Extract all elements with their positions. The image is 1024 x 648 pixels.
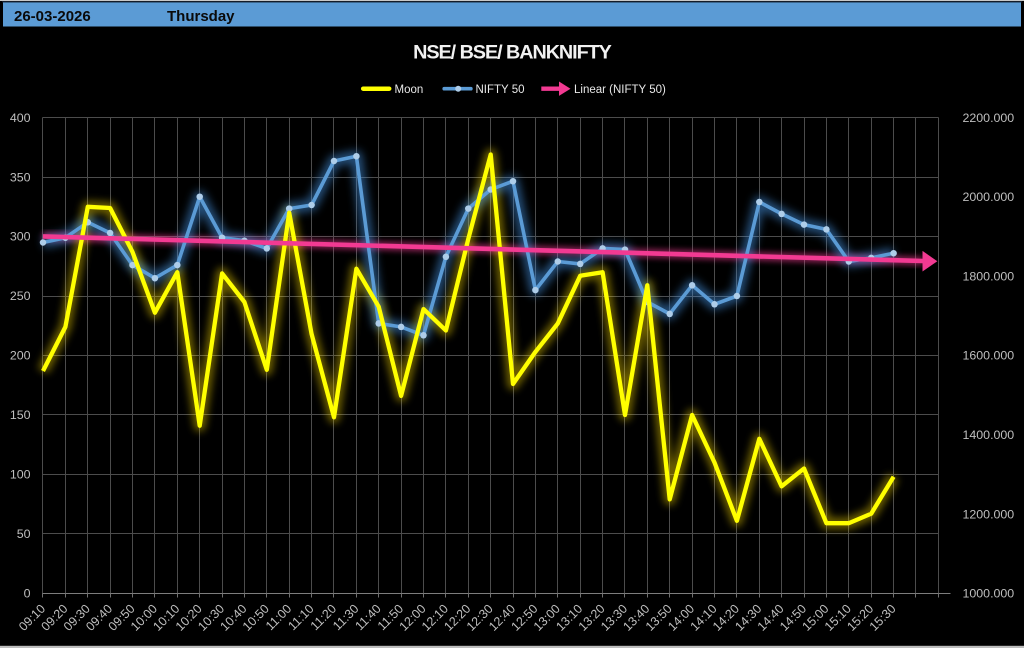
svg-text:400: 400 [10, 111, 31, 125]
svg-text:2000.000: 2000.000 [963, 190, 1015, 204]
svg-text:26-03-2026: 26-03-2026 [14, 8, 91, 25]
svg-text:250: 250 [10, 289, 31, 303]
svg-text:300: 300 [10, 230, 31, 244]
svg-text:0: 0 [24, 587, 31, 601]
svg-text:Moon: Moon [395, 84, 424, 96]
svg-text:100: 100 [10, 468, 31, 482]
svg-text:1200.000: 1200.000 [963, 507, 1015, 521]
svg-text:350: 350 [10, 170, 31, 184]
svg-text:50: 50 [17, 527, 31, 541]
svg-text:200: 200 [10, 349, 31, 363]
svg-text:NSE/ BSE/ BANKNIFTY: NSE/ BSE/ BANKNIFTY [413, 42, 612, 64]
svg-text:1400.000: 1400.000 [963, 428, 1015, 442]
svg-text:150: 150 [10, 408, 31, 422]
svg-text:NIFTY 50: NIFTY 50 [476, 84, 525, 96]
svg-text:1800.000: 1800.000 [963, 269, 1015, 283]
svg-text:2200.000: 2200.000 [963, 111, 1015, 125]
svg-text:Linear (NIFTY 50): Linear (NIFTY 50) [574, 84, 666, 96]
svg-text:Thursday: Thursday [167, 8, 235, 25]
svg-text:1600.000: 1600.000 [963, 349, 1015, 363]
svg-text:1000.000: 1000.000 [963, 587, 1015, 601]
